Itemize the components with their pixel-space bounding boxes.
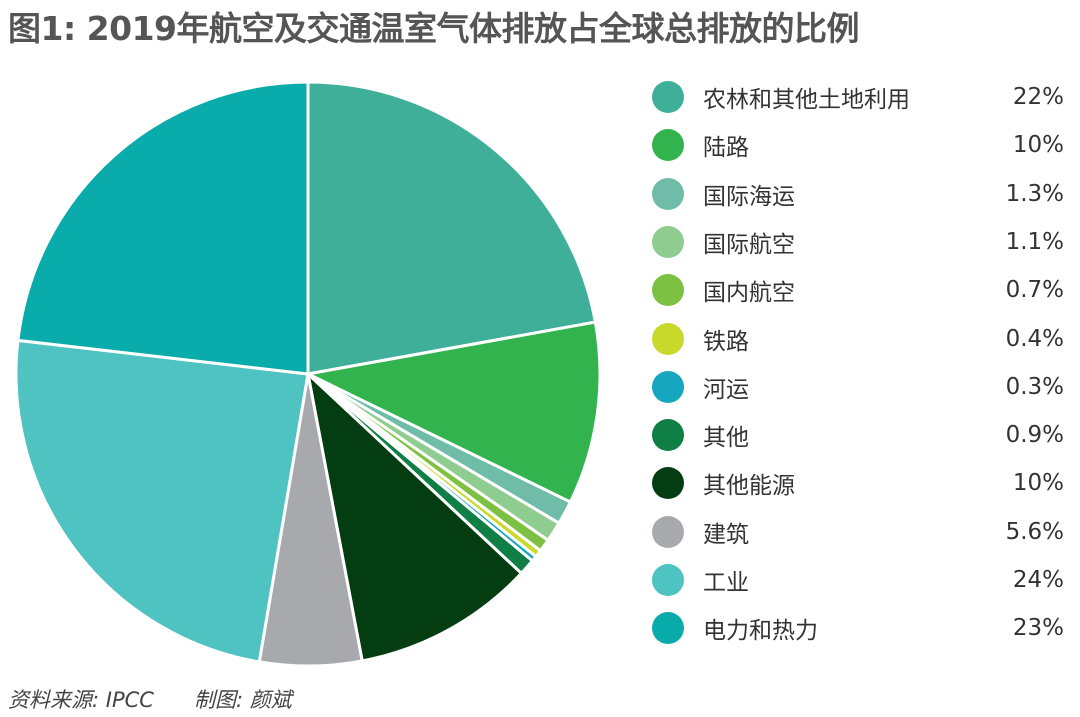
legend-value: 10% (1012, 132, 1064, 159)
legend-label: 工业 (703, 570, 749, 596)
legend-value: 1.3% (1005, 180, 1064, 207)
pie-slice (306, 80, 597, 376)
legend-item: 国际海运 1.3% (652, 174, 1064, 214)
legend-item: 国内航空 0.7% (652, 270, 1064, 310)
legend-value: 23% (1012, 615, 1064, 642)
legend-label: 农林和其他土地利用 (703, 87, 910, 113)
author-note: 制图: 颜斌 (194, 688, 292, 712)
legend-item: 其他能源 10% (652, 463, 1064, 503)
legend-item: 陆路 10% (652, 125, 1064, 165)
legend-label: 电力和热力 (703, 618, 818, 645)
legend-item: 其他 0.9% (652, 415, 1064, 455)
legend-value: 10% (1012, 470, 1064, 497)
legend-item: 农林和其他土地利用 22% (652, 77, 1064, 117)
legend-label: 其他 (703, 425, 749, 452)
legend-swatch (652, 612, 684, 645)
legend-swatch (652, 515, 684, 548)
footer: 资料来源: IPCC 制图: 颜斌 (8, 684, 292, 714)
pie-slice (14, 338, 310, 664)
legend-value: 24% (1012, 567, 1064, 593)
legend-swatch (652, 225, 684, 258)
legend-label: 铁路 (703, 328, 749, 355)
legend-value: 1.1% (1005, 228, 1064, 255)
legend-value: 0.3% (1005, 373, 1064, 400)
legend-swatch (652, 419, 684, 452)
chart-title: 图1: 2019年航空及交通温室气体排放占全球总排放的比例 (8, 9, 860, 48)
legend-swatch (652, 129, 684, 162)
legend-label: 国际航空 (703, 231, 795, 258)
legend-label: 陆路 (703, 135, 749, 162)
legend-swatch (652, 467, 684, 500)
pie-slice (306, 372, 523, 663)
legend-item: 工业 24% (652, 560, 1064, 600)
pie-chart (14, 80, 602, 668)
legend-label: 建筑 (703, 521, 749, 548)
legend-swatch (652, 81, 684, 113)
pie-slice (306, 320, 602, 504)
legend-swatch (652, 322, 684, 355)
pie-slice (16, 80, 310, 376)
legend-item: 电力和热力 23% (652, 608, 1064, 648)
legend-item: 国际航空 1.1% (652, 222, 1064, 262)
legend-swatch (652, 370, 684, 403)
legend-item: 河运 0.3% (652, 367, 1064, 407)
legend-label: 国内航空 (703, 280, 795, 307)
legend-value: 22% (1012, 84, 1064, 110)
legend-label: 其他能源 (703, 473, 795, 500)
legend-value: 0.4% (1005, 325, 1064, 352)
legend-item: 铁路 0.4% (652, 319, 1064, 359)
legend-label: 河运 (703, 376, 749, 403)
source-note: 资料来源: IPCC (8, 688, 154, 712)
legend-value: 0.7% (1005, 277, 1064, 304)
legend-label: 国际海运 (703, 183, 795, 210)
legend-value: 5.6% (1005, 518, 1064, 545)
legend-value: 0.9% (1005, 422, 1064, 449)
legend-swatch (652, 274, 684, 307)
legend-swatch (652, 564, 684, 596)
legend-item: 建筑 5.6% (652, 512, 1064, 552)
legend-swatch (652, 177, 684, 210)
